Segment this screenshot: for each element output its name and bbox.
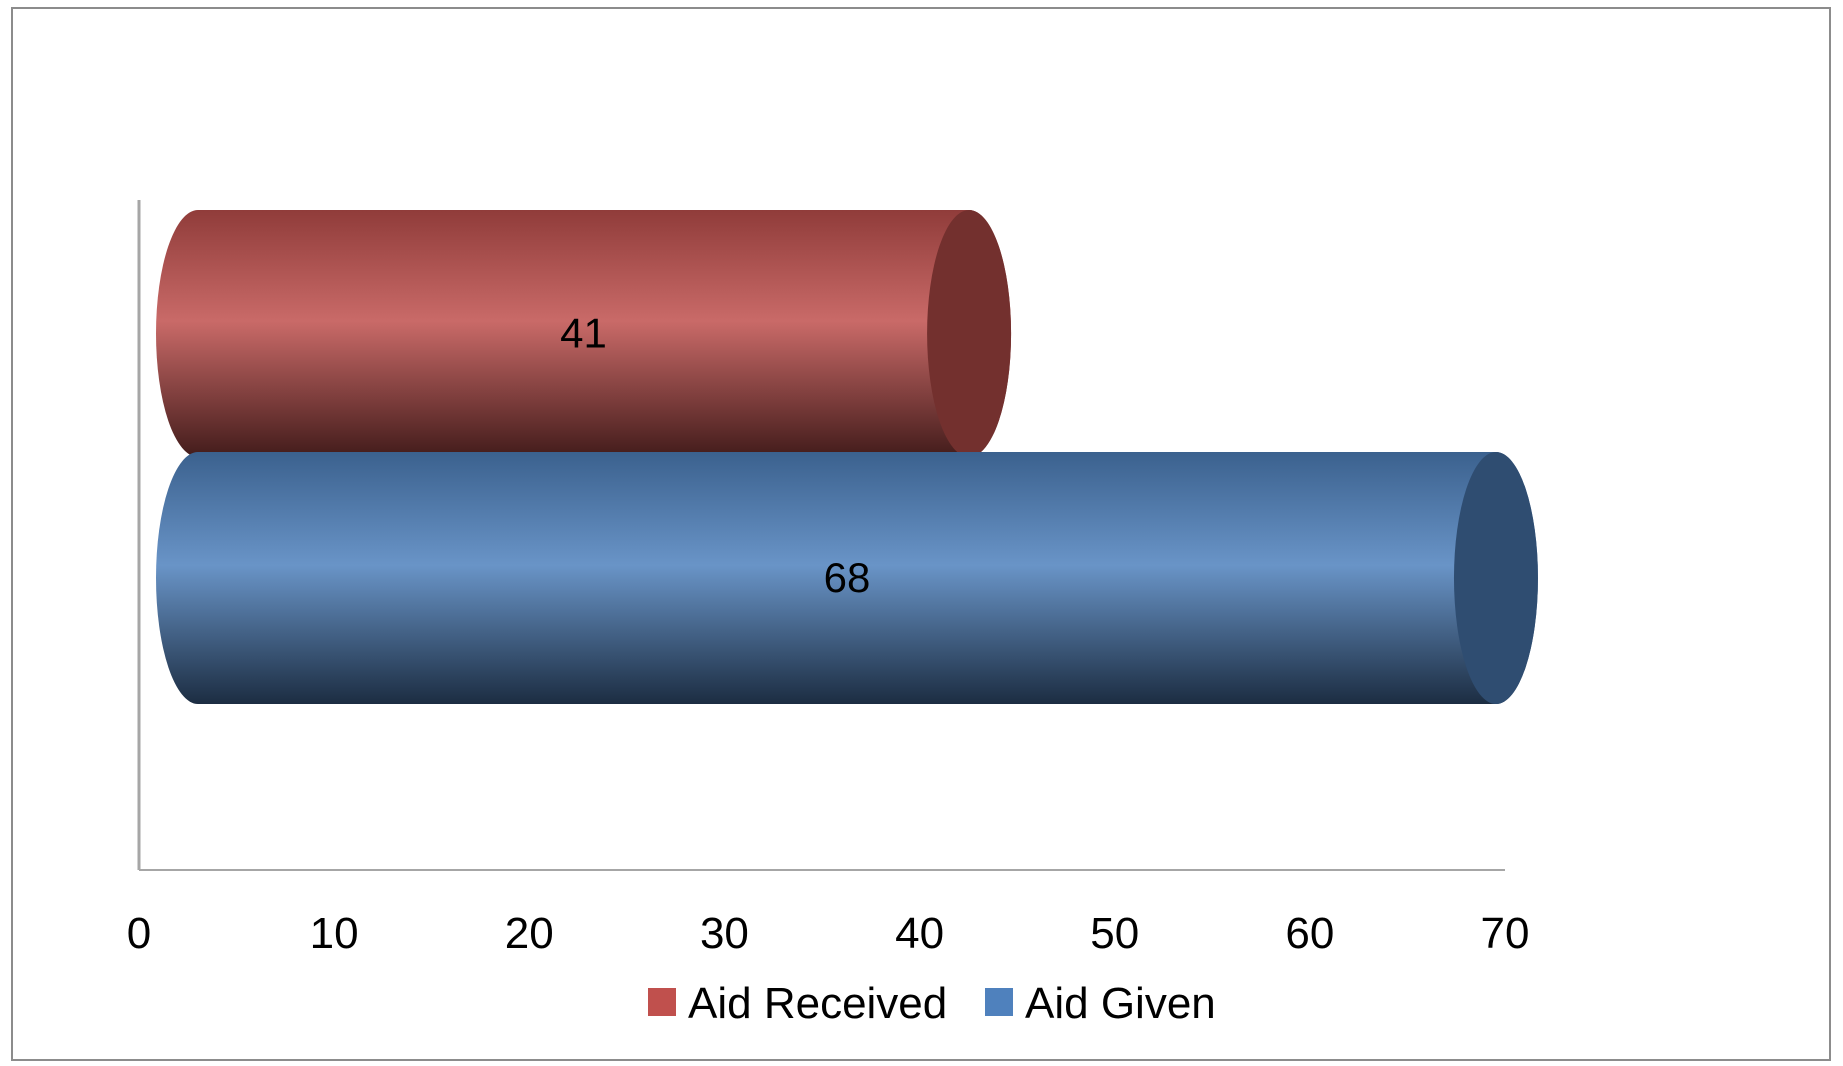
x-tick-label: 20 — [505, 909, 554, 958]
data-label: 41 — [560, 310, 607, 357]
legend-label: Aid Received — [688, 979, 947, 1028]
x-tick-label: 40 — [895, 909, 944, 958]
x-tick-label: 0 — [127, 909, 151, 958]
x-tick-label: 60 — [1285, 909, 1334, 958]
x-tick-label: 70 — [1481, 909, 1530, 958]
x-tick-label: 10 — [310, 909, 359, 958]
bar-aid-given — [156, 452, 1538, 704]
axis-layer — [137, 200, 1505, 871]
legend-swatch — [985, 988, 1013, 1016]
data-label: 68 — [824, 554, 871, 601]
bar-end-cap — [1453, 452, 1538, 704]
legend: Aid Received Aid Given — [648, 979, 1216, 1028]
bar-end-cap — [927, 210, 1012, 457]
x-tick-label: 30 — [700, 909, 749, 958]
legend-swatch — [648, 988, 676, 1016]
bar-layer: 41 68 — [156, 210, 1538, 704]
tick-layer: 0 10 20 30 40 50 60 70 — [127, 909, 1530, 958]
bar-aid-received — [156, 210, 1012, 457]
legend-label: Aid Given — [1025, 979, 1216, 1028]
x-tick-label: 50 — [1090, 909, 1139, 958]
